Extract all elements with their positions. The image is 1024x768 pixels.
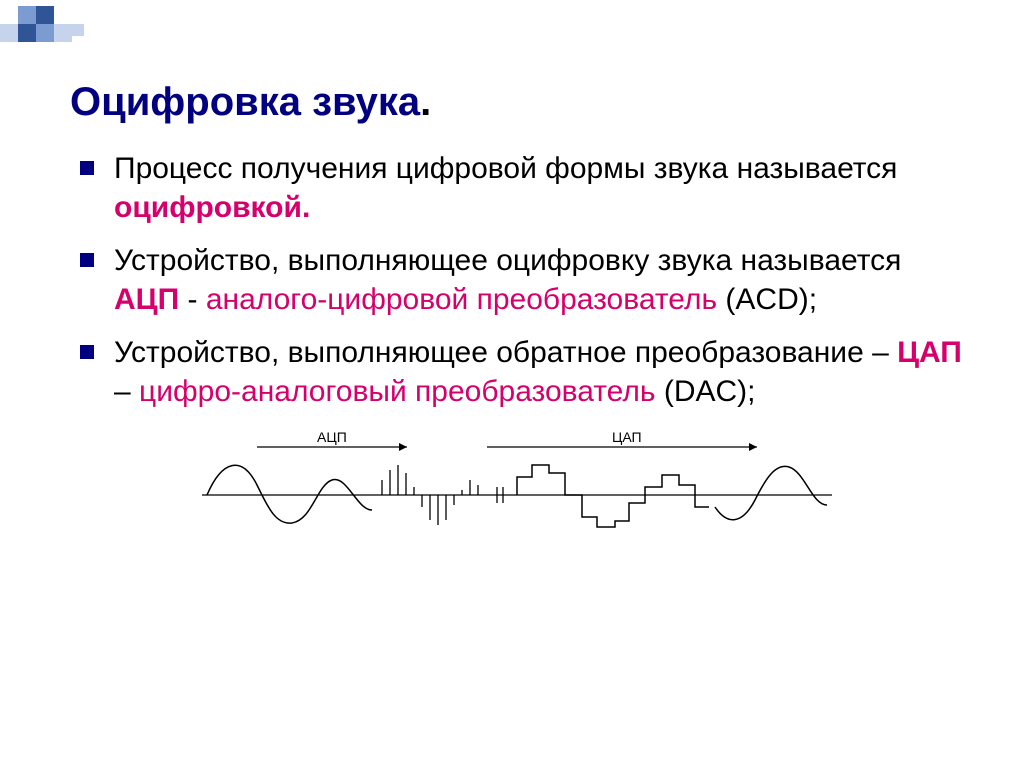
deco-sq	[0, 24, 18, 42]
slide-title: Оцифровка звука.	[70, 80, 964, 125]
text: Устройство, выполняющее оцифровку звука …	[114, 244, 901, 277]
highlight: АЦП	[114, 283, 179, 316]
arrowhead-icon	[749, 443, 757, 451]
analog-wave-in	[207, 465, 372, 523]
title-text: Оцифровка звука	[70, 80, 420, 124]
bullet-item: Устройство, выполняющее обратное преобра…	[80, 333, 964, 411]
adc-label: АЦП	[317, 429, 347, 445]
text: Процесс получения цифровой формы звука н…	[114, 152, 897, 185]
arrowhead-icon	[399, 443, 407, 451]
highlight: цифро-аналоговый преобразователь	[139, 375, 655, 408]
title-period: .	[420, 80, 431, 124]
deco-sq	[36, 24, 54, 42]
bullet-list: Процесс получения цифровой формы звука н…	[70, 149, 964, 411]
deco-sq	[18, 24, 36, 42]
deco-sq	[18, 6, 36, 24]
text: Устройство, выполняющее обратное преобра…	[114, 336, 897, 369]
diagram-container: АЦП ЦАП	[70, 425, 964, 550]
text: (ACD);	[717, 283, 817, 316]
text: -	[179, 283, 206, 316]
deco-sq	[72, 24, 84, 36]
stair-step-wave	[517, 465, 709, 527]
analog-wave-out	[715, 466, 827, 519]
bullet-item: Процесс получения цифровой формы звука н…	[80, 149, 964, 227]
highlight: оцифровкой.	[114, 191, 310, 224]
slide-content: Оцифровка звука. Процесс получения цифро…	[0, 0, 1024, 590]
deco-sq	[54, 24, 72, 42]
highlight: ЦАП	[897, 336, 962, 369]
highlight: аналого-цифровой преобразователь	[206, 283, 717, 316]
adc-dac-diagram: АЦП ЦАП	[197, 425, 837, 545]
text: –	[114, 375, 139, 408]
bullet-item: Устройство, выполняющее оцифровку звука …	[80, 241, 964, 319]
text: (DAC);	[656, 375, 756, 408]
deco-sq	[36, 6, 54, 24]
dac-label: ЦАП	[612, 429, 642, 445]
